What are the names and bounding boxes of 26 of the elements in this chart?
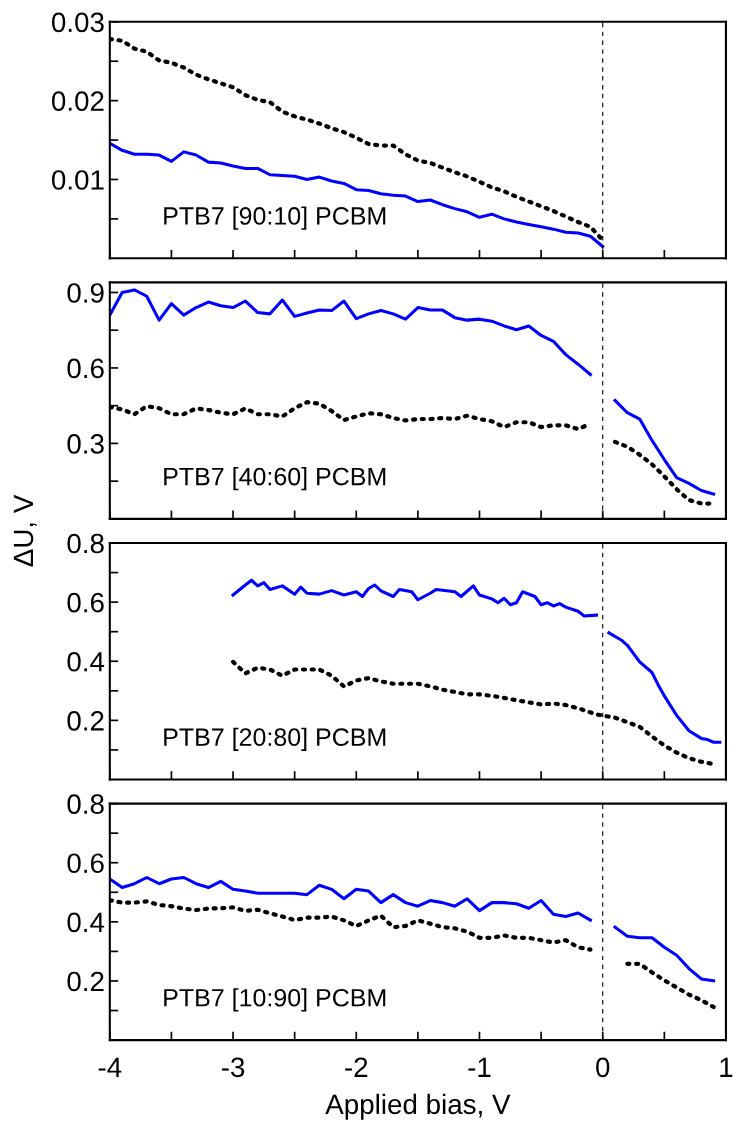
x-tick-label: -2 xyxy=(345,1057,368,1077)
y-tick-label: 0.6 xyxy=(67,592,104,613)
x-tick-label: -3 xyxy=(221,1057,245,1078)
x-tick-label: -4 xyxy=(98,1057,122,1077)
y-tick-label: 0.02 xyxy=(51,91,104,111)
y-tick-label: 0.4 xyxy=(67,651,105,672)
y-tick-label: 0.6 xyxy=(67,358,104,379)
x-tick-label: 1 xyxy=(720,1057,733,1077)
annotation: PTB7 [10:90] PCBM xyxy=(164,988,386,1012)
y-tick-label: 0.03 xyxy=(51,12,104,33)
y-tick-label: 0.6 xyxy=(67,853,104,874)
y-tick-label: 0.4 xyxy=(67,912,105,933)
y-tick-label: 0.8 xyxy=(67,533,104,554)
x-tick-label: -1 xyxy=(468,1057,491,1077)
y-axis-title: ΔU, V xyxy=(13,494,37,567)
annotation: PTB7 [90:10] PCBM xyxy=(164,206,386,230)
x-axis-title: Applied bias, V xyxy=(325,1093,511,1120)
annotation: PTB7 [40:60] PCBM xyxy=(164,467,386,491)
annotation: PTB7 [20:80] PCBM xyxy=(164,727,386,751)
y-tick-label: 0.9 xyxy=(67,283,104,303)
y-tick-label: 0.2 xyxy=(67,971,104,992)
y-tick-label: 0.2 xyxy=(67,711,104,731)
y-tick-label: 0.3 xyxy=(67,434,104,454)
x-tick-label: 0 xyxy=(596,1057,610,1078)
y-tick-label: 0.8 xyxy=(67,794,104,814)
y-tick-label: 0.01 xyxy=(51,170,104,190)
